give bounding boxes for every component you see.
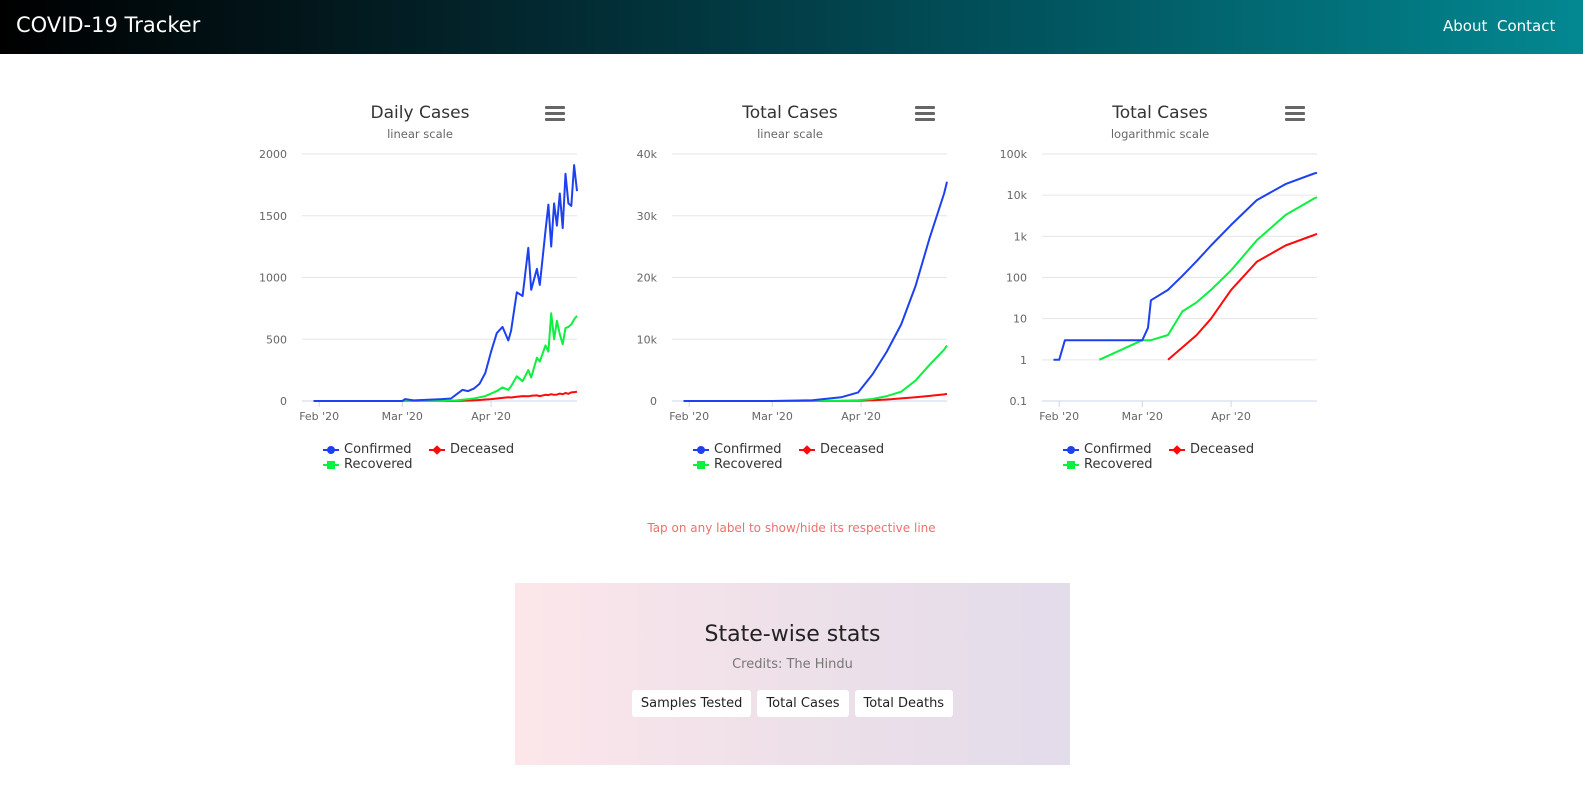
top-navbar: COVID-19 Tracker About Contact <box>0 0 1583 54</box>
nav-link-about[interactable]: About <box>1443 17 1488 35</box>
chart-title: Total Cases <box>741 103 838 123</box>
y-tick-label: 10 <box>1013 313 1027 326</box>
legend-label: Deceased <box>1190 442 1255 457</box>
square-marker-icon <box>323 460 339 470</box>
y-tick-label: 500 <box>266 333 287 346</box>
chart-panel-total-cases-linear: Total Cases linear scale 0 10k 20k 30k 40k Fe… <box>615 88 965 488</box>
stats-button-group: Samples Tested Total Cases Total Deaths <box>515 690 1070 717</box>
chart-menu-icon[interactable] <box>545 106 565 124</box>
total-cases-button[interactable]: Total Cases <box>757 690 849 717</box>
y-tick-label: 20k <box>637 272 658 285</box>
y-tick-label: 1500 <box>259 210 287 223</box>
y-tick-label: 0 <box>650 395 657 408</box>
legend-deceased[interactable]: Deceased <box>799 442 884 457</box>
legend-label: Recovered <box>1084 457 1153 472</box>
diamond-marker-icon <box>1169 444 1185 455</box>
y-tick-label: 1 <box>1020 354 1027 367</box>
chart-panel-daily-cases: Daily Cases linear scale 0 500 1000 1500 200… <box>245 88 595 488</box>
stats-credits: Credits: The Hindu <box>732 657 853 672</box>
legend-label: Recovered <box>714 457 783 472</box>
legend-deceased[interactable]: Deceased <box>1169 442 1254 457</box>
circle-marker-icon <box>693 445 709 455</box>
legend-label: Confirmed <box>714 442 782 457</box>
x-tick-label: Feb '20 <box>299 410 339 423</box>
chart-subtitle: linear scale <box>757 127 823 141</box>
diamond-marker-icon <box>799 444 815 455</box>
x-tick-label: Apr '20 <box>841 410 881 423</box>
legend-deceased[interactable]: Deceased <box>429 442 514 457</box>
chart-title: Total Cases <box>1111 103 1208 123</box>
square-marker-icon <box>693 460 709 470</box>
x-tick-label: Feb '20 <box>1039 410 1079 423</box>
chart-menu-icon[interactable] <box>1285 106 1305 124</box>
x-tick-label: Mar '20 <box>752 410 793 423</box>
legend-recovered[interactable]: Recovered <box>323 457 413 472</box>
y-tick-label: 40k <box>637 148 658 161</box>
y-tick-label: 1000 <box>259 272 287 285</box>
legend-label: Deceased <box>450 442 515 457</box>
chart-panel-total-cases-log: Total Cases logarithmic scale 0.1 1 10 100 1… <box>985 88 1335 488</box>
y-tick-label: 100 <box>1006 272 1027 285</box>
circle-marker-icon <box>323 445 339 455</box>
y-tick-label: 1k <box>1014 230 1028 243</box>
legend-label: Recovered <box>344 457 413 472</box>
circle-marker-icon <box>1063 445 1079 455</box>
stats-title: State-wise stats <box>704 622 881 647</box>
legend-confirmed[interactable]: Confirmed <box>323 442 412 457</box>
square-marker-icon <box>1063 460 1079 470</box>
y-tick-label: 0 <box>280 395 287 408</box>
nav-link-contact[interactable]: Contact <box>1497 17 1556 35</box>
chart-daily-cases: Daily Cases linear scale 0 500 1000 1500 200… <box>259 103 578 423</box>
y-tick-label: 2000 <box>259 148 287 161</box>
series-line-deceased <box>1167 232 1318 361</box>
series-line-confirmed <box>313 164 578 402</box>
legend-confirmed[interactable]: Confirmed <box>693 442 782 457</box>
x-tick-label: Mar '20 <box>1122 410 1163 423</box>
total-deaths-button[interactable]: Total Deaths <box>854 690 954 717</box>
legend-hint-text: Tap on any label to show/hide its respec… <box>647 521 936 535</box>
legend-label: Confirmed <box>1084 442 1152 457</box>
x-tick-label: Apr '20 <box>1211 410 1251 423</box>
chart-title: Daily Cases <box>371 103 470 123</box>
legend-label: Confirmed <box>344 442 412 457</box>
series-line-confirmed <box>1053 171 1318 361</box>
series-line-recovered <box>1098 196 1318 361</box>
x-tick-label: Apr '20 <box>471 410 511 423</box>
legend-label: Deceased <box>820 442 885 457</box>
diamond-marker-icon <box>429 444 445 455</box>
x-tick-label: Mar '20 <box>382 410 423 423</box>
y-tick-label: 100k <box>1000 148 1028 161</box>
legend-recovered[interactable]: Recovered <box>1063 457 1153 472</box>
chart-total-cases-linear: Total Cases linear scale 0 10k 20k 30k 40k Fe… <box>637 103 948 423</box>
legend-confirmed[interactable]: Confirmed <box>1063 442 1152 457</box>
chart-subtitle: logarithmic scale <box>1111 127 1209 141</box>
y-tick-label: 30k <box>637 210 658 223</box>
y-tick-label: 10k <box>637 333 658 346</box>
series-line-recovered <box>683 344 948 402</box>
y-tick-label: 0.1 <box>1010 395 1028 408</box>
chart-total-cases-log: Total Cases logarithmic scale 0.1 1 10 100 1… <box>1000 103 1318 423</box>
x-tick-label: Feb '20 <box>669 410 709 423</box>
series-line-recovered <box>313 312 578 402</box>
samples-tested-button[interactable]: Samples Tested <box>631 690 752 717</box>
state-wise-stats-panel: State-wise stats Credits: The Hindu Samp… <box>515 583 1070 765</box>
legend-recovered[interactable]: Recovered <box>693 457 783 472</box>
brand-title[interactable]: COVID-19 Tracker <box>16 13 201 37</box>
chart-subtitle: linear scale <box>387 127 453 141</box>
series-line-confirmed <box>683 181 948 402</box>
y-tick-label: 10k <box>1007 189 1028 202</box>
chart-menu-icon[interactable] <box>915 106 935 124</box>
